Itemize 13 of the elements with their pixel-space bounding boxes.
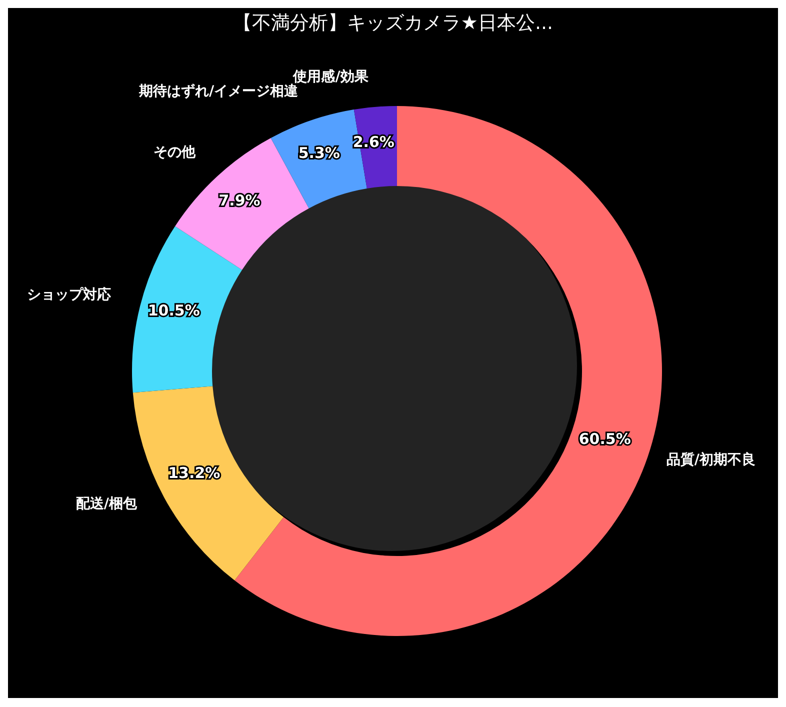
data-label: 60.5%: [578, 430, 631, 448]
data-label: 10.5%: [148, 302, 200, 320]
slice-label: 品質/初期不良: [666, 450, 756, 468]
data-label: 5.3%: [298, 144, 340, 162]
slice-label: 使用感/効果: [292, 68, 370, 85]
slice-label: 期待はずれ/イメージ相違: [138, 84, 300, 100]
donut-slice: [132, 226, 242, 393]
slice-label: ショップ対応: [26, 286, 111, 303]
slice-label: 配送/梱包: [76, 496, 138, 512]
data-label: 13.2%: [168, 464, 220, 482]
slice-label: その他: [153, 144, 196, 161]
data-label: 7.9%: [218, 192, 260, 210]
chart-title: 【不満分析】キッズカメラ★日本公...: [232, 11, 554, 36]
